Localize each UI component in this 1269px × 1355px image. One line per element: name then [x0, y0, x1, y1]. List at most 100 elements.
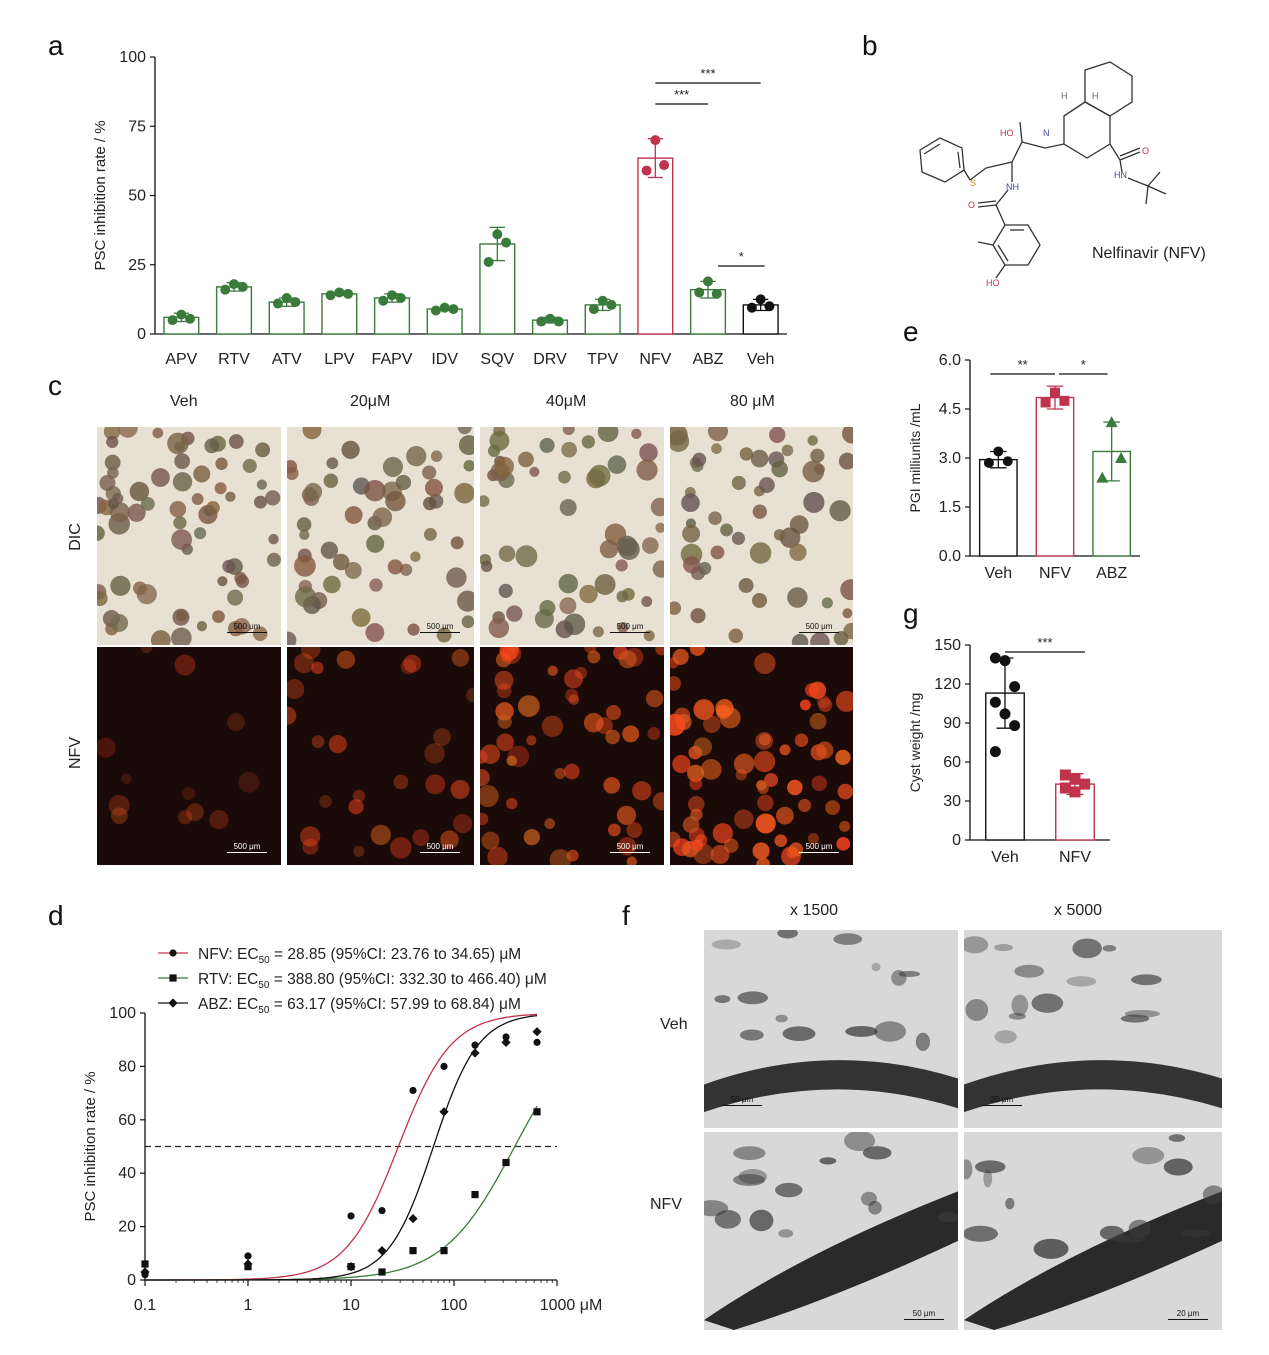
cell	[523, 828, 540, 846]
data-point	[229, 279, 239, 290]
tem-row-nfv: NFV	[650, 1196, 682, 1213]
organelle	[891, 970, 907, 986]
panel-letter-g: g	[903, 598, 919, 629]
micrograph-texture	[287, 427, 474, 645]
cell	[597, 427, 619, 442]
cell	[323, 473, 339, 488]
cell	[300, 647, 321, 660]
data-point	[983, 457, 994, 468]
scale-bar-label: 500 μm	[233, 842, 261, 851]
cell	[450, 779, 470, 799]
data-point-rtv	[471, 1190, 479, 1199]
cell	[506, 605, 523, 622]
cell	[773, 529, 786, 541]
organelle	[1128, 1219, 1151, 1238]
cell	[222, 559, 236, 573]
organelle	[739, 1029, 764, 1041]
organelle	[975, 1160, 1006, 1174]
dic-micrograph-1: 500 μm	[287, 427, 474, 645]
cell	[689, 777, 703, 791]
scale-bar-line	[610, 632, 650, 633]
panel-letter-c: c	[48, 370, 62, 401]
cell	[293, 653, 314, 674]
cell	[433, 728, 451, 746]
organelle	[1132, 1146, 1165, 1165]
cell	[837, 783, 853, 800]
organelle	[782, 1026, 816, 1042]
cell	[626, 822, 643, 839]
fluorescence-micrograph-2: 500 μm	[480, 647, 664, 865]
cell	[797, 798, 812, 813]
cell	[393, 774, 409, 790]
cell	[517, 695, 540, 718]
cell	[480, 812, 489, 826]
organelle	[733, 1174, 766, 1186]
cell	[825, 800, 841, 816]
cell	[579, 584, 598, 604]
cell	[655, 522, 664, 533]
data-point	[989, 696, 1001, 708]
cell	[754, 652, 776, 675]
cell	[450, 536, 464, 550]
cell	[564, 763, 580, 780]
y-tick-label: 3.0	[939, 450, 961, 467]
cell	[193, 465, 211, 483]
cell	[703, 715, 721, 734]
cell	[178, 810, 193, 825]
cell	[127, 503, 146, 522]
x-tick-label: 1000 μM	[540, 1297, 603, 1314]
col-label-40um: 40μM	[546, 393, 587, 410]
cell	[112, 492, 124, 505]
data-point	[1059, 769, 1071, 781]
legend-suffix: = 388.80 (95%CI: 332.30 to 466.40) μM	[269, 971, 546, 988]
sig-nfv-veh: ***	[700, 66, 715, 81]
cell	[457, 590, 474, 612]
organelle	[1014, 964, 1044, 978]
x-tick-label: DRV	[533, 351, 567, 368]
y-tick-label: 0	[137, 326, 146, 343]
organelle	[819, 1157, 837, 1165]
data-point-rtv	[409, 1247, 417, 1255]
cell	[176, 610, 188, 622]
cell	[287, 679, 305, 699]
x-tick-label: LPV	[324, 351, 355, 368]
cell	[351, 608, 371, 627]
x-tick-label: TPV	[587, 351, 618, 368]
cell	[446, 567, 467, 588]
organelle	[1066, 976, 1097, 987]
organelle	[1131, 974, 1162, 986]
cell	[787, 587, 808, 608]
cell	[594, 573, 616, 595]
x-tick-label: ABZ	[1096, 565, 1127, 582]
cell	[549, 849, 572, 865]
data-point	[185, 313, 196, 324]
cell	[554, 767, 566, 780]
panel-letter-b: b	[862, 30, 878, 61]
cell	[692, 452, 707, 467]
y-tick-label: 4.5	[939, 401, 961, 418]
organelle	[737, 991, 769, 1005]
cell	[835, 690, 853, 712]
cell	[655, 647, 664, 656]
cell	[494, 456, 515, 477]
organelle	[1120, 1014, 1150, 1023]
cell	[750, 449, 769, 468]
cell	[818, 698, 833, 713]
fluorescence-micrograph-3: 500 μm	[670, 647, 853, 865]
atom-hn: HN	[1114, 170, 1127, 180]
data-point	[536, 316, 547, 327]
cell	[403, 654, 422, 673]
cell	[755, 813, 776, 834]
cell	[632, 781, 652, 801]
data-point-nfv	[502, 1033, 510, 1041]
tem-row-veh: Veh	[660, 1016, 688, 1033]
cell	[606, 705, 621, 721]
compound-name: Nelfinavir (NFV)	[1092, 245, 1206, 262]
cell	[266, 552, 281, 567]
cell	[787, 779, 803, 796]
cell	[152, 427, 164, 439]
cell	[710, 545, 725, 560]
data-point	[334, 287, 345, 298]
cell	[581, 435, 595, 449]
cell	[615, 559, 628, 572]
